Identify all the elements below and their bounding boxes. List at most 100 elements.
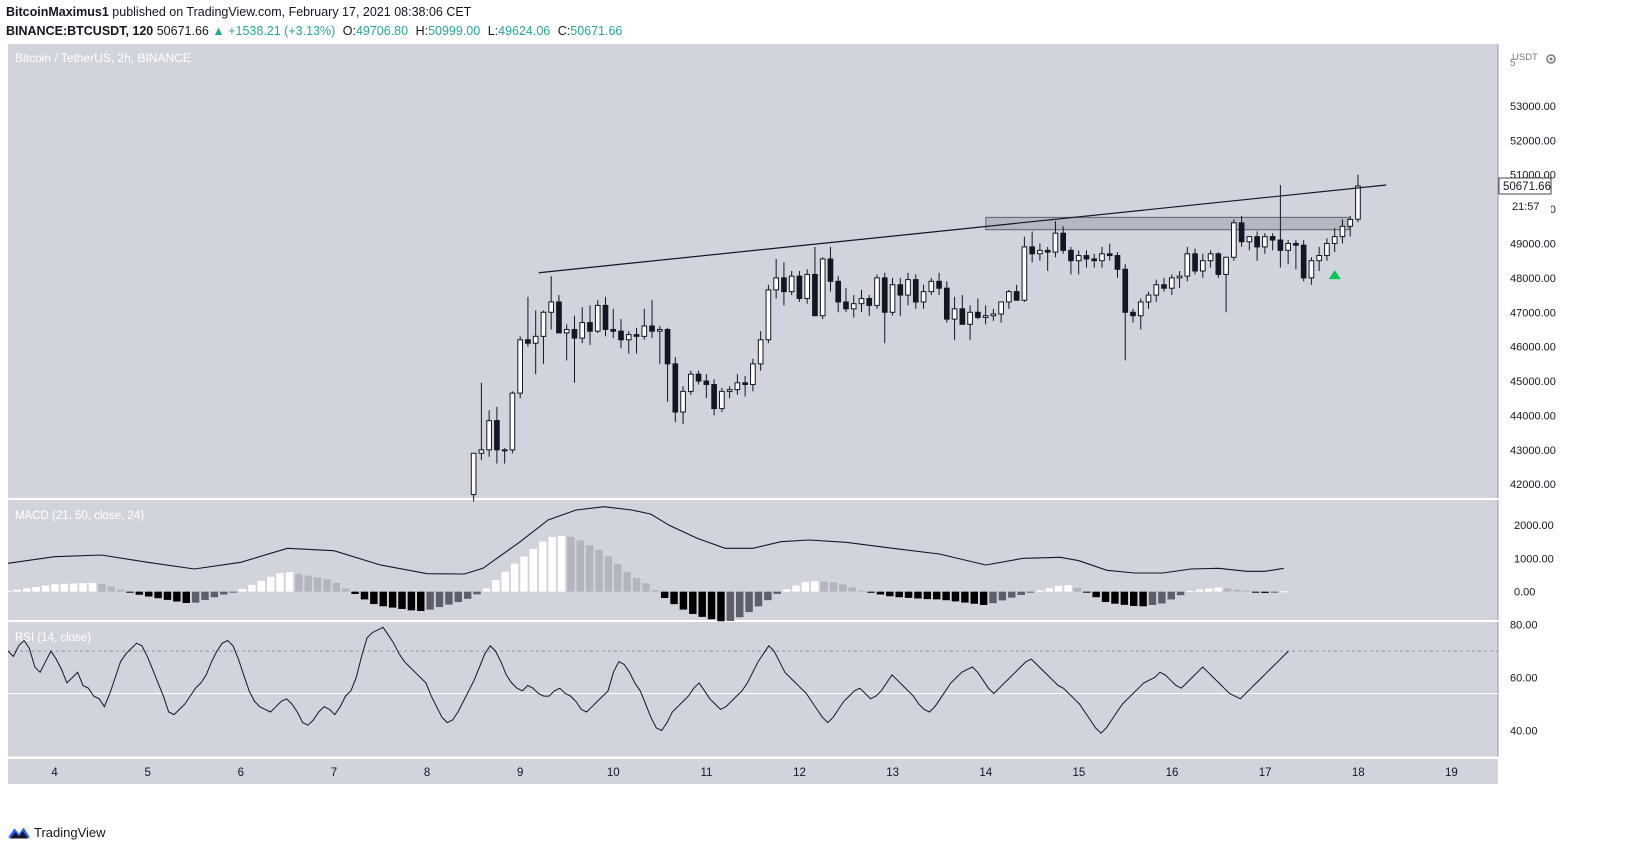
candle[interactable] bbox=[1044, 246, 1051, 271]
candle[interactable] bbox=[881, 272, 888, 344]
candle[interactable] bbox=[905, 272, 911, 306]
candle[interactable] bbox=[1161, 277, 1167, 292]
candle[interactable] bbox=[827, 246, 834, 292]
candle[interactable] bbox=[1277, 185, 1284, 268]
candle[interactable] bbox=[486, 410, 492, 457]
candle[interactable] bbox=[750, 358, 756, 392]
candle[interactable] bbox=[804, 269, 811, 304]
candle[interactable] bbox=[1254, 231, 1260, 261]
candle[interactable] bbox=[726, 386, 733, 399]
candle[interactable] bbox=[1238, 215, 1245, 247]
price-pane-axis[interactable] bbox=[1498, 44, 1551, 498]
candle[interactable] bbox=[998, 301, 1004, 323]
candle[interactable] bbox=[788, 271, 795, 296]
candle[interactable] bbox=[959, 295, 966, 325]
candle[interactable] bbox=[1285, 240, 1291, 265]
candle[interactable] bbox=[1192, 248, 1198, 275]
candle[interactable] bbox=[1052, 221, 1059, 258]
price-pane[interactable] bbox=[8, 44, 1498, 498]
candle[interactable] bbox=[1308, 257, 1315, 285]
candle[interactable] bbox=[1293, 240, 1299, 270]
candle[interactable] bbox=[610, 308, 617, 339]
candle[interactable] bbox=[1037, 243, 1043, 261]
candle[interactable] bbox=[742, 375, 748, 397]
time-axis[interactable] bbox=[8, 759, 1498, 784]
candle[interactable] bbox=[734, 374, 741, 395]
candle[interactable] bbox=[656, 326, 663, 364]
candle[interactable] bbox=[618, 319, 624, 349]
macd-line[interactable] bbox=[7, 506, 1284, 575]
candle[interactable] bbox=[1176, 271, 1183, 289]
candle[interactable] bbox=[494, 406, 500, 464]
candle[interactable] bbox=[719, 387, 725, 413]
candle[interactable] bbox=[540, 310, 547, 364]
candle[interactable] bbox=[819, 257, 826, 320]
candle[interactable] bbox=[695, 370, 702, 385]
candle[interactable] bbox=[1199, 253, 1206, 278]
candle[interactable] bbox=[920, 284, 927, 309]
candle[interactable] bbox=[501, 448, 508, 464]
candle[interactable] bbox=[1207, 250, 1214, 268]
candle[interactable] bbox=[1269, 233, 1276, 251]
candle[interactable] bbox=[889, 277, 896, 316]
candle[interactable] bbox=[711, 379, 717, 416]
candle[interactable] bbox=[1184, 246, 1191, 282]
candle[interactable] bbox=[1060, 226, 1067, 254]
candle[interactable] bbox=[664, 327, 671, 402]
candle[interactable] bbox=[548, 276, 555, 330]
candle[interactable] bbox=[672, 356, 679, 423]
trendline[interactable] bbox=[538, 184, 1387, 274]
candle[interactable] bbox=[1347, 215, 1354, 237]
candle[interactable] bbox=[1300, 240, 1307, 282]
candle[interactable] bbox=[525, 296, 531, 347]
candle[interactable] bbox=[967, 305, 973, 340]
candle[interactable] bbox=[1083, 250, 1090, 268]
rsi-pane[interactable] bbox=[8, 622, 1498, 757]
settings-gear-icon[interactable] bbox=[1546, 54, 1556, 64]
candle[interactable] bbox=[641, 308, 648, 340]
candle[interactable] bbox=[858, 289, 865, 313]
candle[interactable] bbox=[579, 307, 586, 344]
candle[interactable] bbox=[1137, 298, 1144, 330]
candle[interactable] bbox=[1316, 246, 1322, 271]
candle[interactable] bbox=[1153, 279, 1160, 302]
candle[interactable] bbox=[982, 305, 989, 325]
candle[interactable] bbox=[866, 295, 873, 316]
candle[interactable] bbox=[835, 276, 842, 313]
candle[interactable] bbox=[812, 246, 818, 317]
candle[interactable] bbox=[1145, 291, 1152, 309]
candle[interactable] bbox=[1339, 219, 1346, 244]
candle[interactable] bbox=[1099, 246, 1105, 268]
candle[interactable] bbox=[688, 370, 694, 395]
candle[interactable] bbox=[625, 331, 632, 354]
candle[interactable] bbox=[517, 336, 523, 399]
candle[interactable] bbox=[1231, 219, 1237, 261]
macd-pane-axis[interactable] bbox=[1498, 500, 1551, 620]
macd-pane[interactable] bbox=[8, 500, 1498, 620]
candle[interactable] bbox=[928, 277, 935, 296]
candle[interactable] bbox=[649, 300, 655, 339]
candle[interactable] bbox=[850, 295, 857, 318]
candle[interactable] bbox=[602, 296, 609, 337]
candle[interactable] bbox=[1130, 308, 1136, 323]
candle[interactable] bbox=[1075, 250, 1082, 275]
candle[interactable] bbox=[1006, 289, 1012, 309]
candle[interactable] bbox=[765, 284, 772, 344]
candle[interactable] bbox=[1262, 233, 1268, 254]
candle[interactable] bbox=[680, 386, 686, 425]
candle[interactable] bbox=[951, 296, 958, 340]
candle[interactable] bbox=[1122, 264, 1129, 361]
candle[interactable] bbox=[633, 327, 640, 354]
candle[interactable] bbox=[843, 288, 849, 313]
candle[interactable] bbox=[478, 382, 485, 461]
candle[interactable] bbox=[1215, 252, 1222, 278]
candle[interactable] bbox=[1114, 252, 1121, 278]
candle[interactable] bbox=[470, 452, 477, 502]
candle[interactable] bbox=[1324, 238, 1330, 261]
candle[interactable] bbox=[943, 281, 950, 323]
candle[interactable] bbox=[509, 391, 516, 454]
candle[interactable] bbox=[1029, 231, 1035, 263]
candle[interactable] bbox=[703, 374, 710, 399]
candle[interactable] bbox=[1021, 236, 1028, 302]
